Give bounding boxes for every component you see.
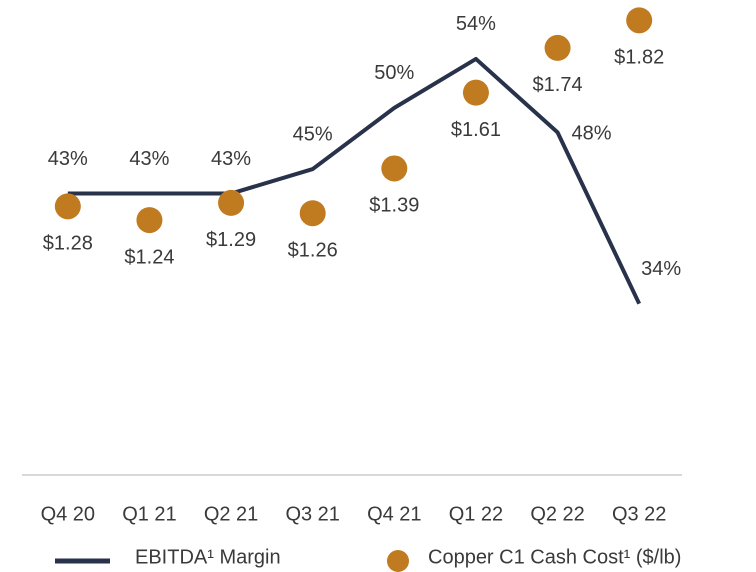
data-label: 45% — [293, 123, 333, 145]
x-tick-label: Q2 21 — [204, 503, 258, 525]
dot — [462, 79, 489, 106]
dot — [299, 200, 326, 227]
x-tick-label: Q1 21 — [122, 503, 176, 525]
dot — [54, 193, 81, 220]
data-label: 43% — [211, 148, 251, 170]
x-tick-label: Q2 22 — [530, 503, 584, 525]
line — [67, 56, 641, 305]
data-label: $1.26 — [288, 240, 338, 262]
data-label: $1.82 — [614, 47, 664, 69]
data-label: $1.39 — [369, 195, 419, 217]
data-label: 34% — [641, 258, 681, 280]
x-tick-label: Q3 22 — [612, 503, 666, 525]
dot — [626, 7, 653, 34]
dot — [136, 207, 163, 234]
data-label: 54% — [456, 13, 496, 35]
x-tick-label: Q4 20 — [41, 503, 95, 525]
data-label: $1.29 — [206, 229, 256, 251]
x-tick-label: Q3 21 — [285, 503, 339, 525]
dot — [381, 155, 408, 182]
data-label: 48% — [572, 123, 612, 145]
x-tick-label: Q1 22 — [449, 503, 503, 525]
legend-label: Copper C1 Cash Cost¹ ($/lb) — [428, 546, 681, 568]
legend-label: EBITDA¹ Margin — [135, 546, 281, 568]
data-label: 43% — [129, 148, 169, 170]
data-label: 43% — [48, 148, 88, 170]
data-label: $1.61 — [451, 119, 501, 141]
x-tick-label: Q4 21 — [367, 503, 421, 525]
legend-dot — [387, 550, 409, 572]
data-label: 50% — [374, 62, 414, 84]
dot — [544, 34, 571, 61]
data-label: $1.28 — [43, 233, 93, 255]
data-label: $1.74 — [533, 74, 583, 96]
dot — [218, 189, 245, 216]
data-label: $1.24 — [124, 246, 174, 268]
